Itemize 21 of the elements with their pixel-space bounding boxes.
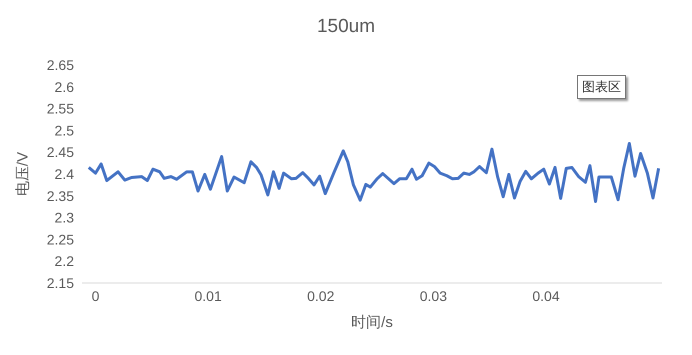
y-tick-label: 2.3 bbox=[54, 210, 74, 226]
x-tick-label: 0.01 bbox=[194, 288, 222, 304]
x-tick-label: 0.02 bbox=[307, 288, 335, 304]
annotation: 图表区 bbox=[577, 75, 626, 99]
x-tick-label: 0.03 bbox=[420, 288, 448, 304]
line-series bbox=[87, 142, 660, 203]
chart-title: 150um bbox=[316, 16, 376, 38]
y-tick-label: 2.55 bbox=[46, 100, 74, 117]
y-tick-label: 2.5 bbox=[54, 122, 74, 138]
y-tick-label: 2.45 bbox=[46, 144, 74, 160]
y-tick-label: 2.4 bbox=[54, 166, 74, 182]
x-tick-label: 0.04 bbox=[532, 288, 560, 304]
y-tick-label: 2.2 bbox=[54, 253, 74, 270]
y-tick-label: 2.15 bbox=[46, 274, 74, 291]
y-tick-label: 2.25 bbox=[46, 231, 74, 248]
y-tick-label: 2.65 bbox=[46, 56, 74, 73]
y-tick-label: 2.35 bbox=[46, 188, 74, 204]
y-axis-title: 电压/V bbox=[14, 152, 32, 196]
y-tick-label: 2.6 bbox=[54, 78, 74, 95]
x-tick-label: 0 bbox=[92, 288, 100, 304]
x-axis-title: 时间/s bbox=[351, 314, 393, 331]
